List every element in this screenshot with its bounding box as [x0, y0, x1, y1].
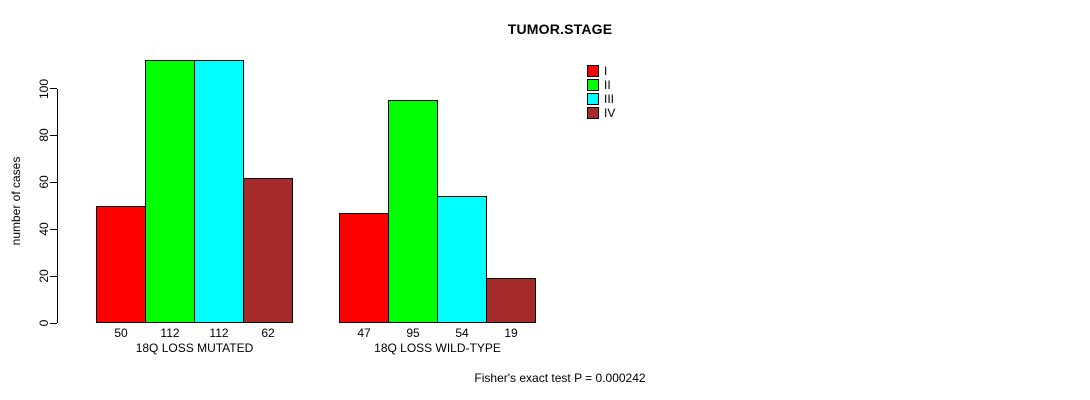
bar-value-label: 95	[406, 326, 420, 340]
bar-stage-I-group-1	[96, 205, 146, 323]
y-axis-label: number of cases	[9, 156, 23, 246]
y-tick-label: 40	[37, 222, 51, 236]
p-value-caption: Fisher's exact test P = 0.000242	[474, 371, 646, 385]
bar-stage-III-group-2	[437, 196, 487, 323]
bar-stage-IV-group-2	[486, 278, 536, 323]
bar-stage-II-group-1	[145, 60, 195, 323]
legend-swatch-IV	[587, 107, 599, 119]
legend-swatch-III	[587, 93, 599, 105]
y-tick-label: 0	[37, 319, 51, 327]
y-tick	[50, 88, 57, 89]
y-axis-line	[57, 88, 58, 323]
legend-item: IV	[587, 107, 615, 119]
legend-item: III	[587, 93, 615, 105]
y-tick	[50, 275, 57, 277]
legend-swatch-II	[587, 79, 599, 91]
bar-stage-III-group-1	[194, 60, 244, 323]
legend-label: IV	[604, 106, 616, 120]
bar-stage-I-group-2	[339, 212, 389, 323]
legend: I II III IV	[587, 65, 615, 121]
legend-label: III	[604, 92, 615, 106]
y-tick-label: 60	[37, 175, 51, 189]
bar-value-label: 112	[209, 326, 229, 340]
y-tick	[50, 134, 57, 136]
bar-stage-II-group-2	[388, 100, 438, 323]
y-tick-label: 100	[37, 78, 51, 99]
legend-item: I	[587, 65, 615, 77]
bar-value-label: 112	[160, 326, 180, 340]
legend-swatch-I	[587, 65, 599, 77]
group-label: 18Q LOSS MUTATED	[135, 341, 254, 355]
bar-value-label: 50	[114, 326, 128, 340]
bar-value-label: 19	[504, 326, 518, 340]
y-tick	[50, 322, 57, 324]
bar-value-label: 47	[357, 326, 371, 340]
y-tick	[50, 228, 57, 230]
bar-stage-IV-group-1	[243, 177, 293, 323]
legend-label: I	[604, 64, 608, 78]
legend-label: II	[604, 78, 611, 92]
bar-value-label: 54	[455, 326, 469, 340]
chart-title: TUMOR.STAGE	[507, 21, 613, 37]
y-tick-label: 20	[37, 269, 51, 283]
group-label: 18Q LOSS WILD-TYPE	[374, 341, 501, 355]
y-tick-label: 80	[37, 128, 51, 143]
bar-value-label: 62	[261, 326, 275, 340]
y-tick	[50, 181, 57, 183]
legend-item: II	[587, 79, 615, 91]
